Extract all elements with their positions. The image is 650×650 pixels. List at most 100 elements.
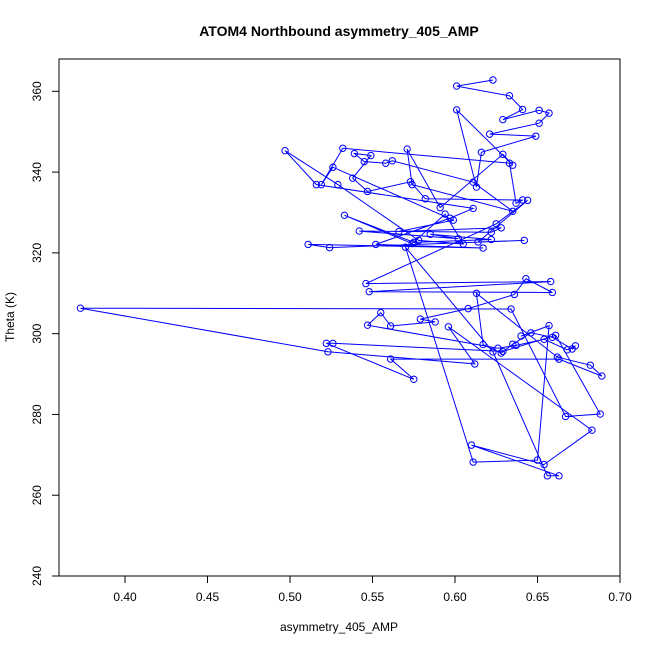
x-tick-label: 0.70 [608, 590, 632, 604]
data-point [520, 236, 528, 245]
data-point [431, 318, 439, 326]
data-point [317, 180, 326, 189]
data-layer [76, 76, 606, 480]
data-point [598, 372, 606, 380]
data-point [507, 305, 515, 313]
data-point [395, 227, 403, 236]
data-point [588, 426, 596, 434]
data-point [362, 279, 370, 288]
data-point [479, 340, 487, 349]
data-point [340, 211, 349, 220]
data-point [477, 148, 486, 157]
data-point [329, 163, 337, 171]
data-point [533, 456, 542, 464]
data-point [386, 355, 395, 363]
data-point [312, 180, 321, 189]
data-point [517, 332, 525, 340]
data-point [76, 304, 85, 312]
data-point [551, 331, 560, 339]
data-point [329, 339, 337, 348]
data-point [561, 412, 570, 421]
data-point [547, 277, 555, 286]
x-axis-label: asymmetry_405_AMP [280, 620, 398, 634]
series-line [80, 79, 603, 477]
data-point [408, 239, 416, 248]
data-point [363, 187, 372, 196]
data-point [325, 243, 334, 252]
data-point [410, 375, 418, 383]
data-point [377, 308, 385, 317]
data-point [489, 76, 497, 84]
data-point [548, 288, 557, 297]
data-point [452, 82, 461, 90]
data-point [527, 329, 535, 337]
data-point [350, 149, 359, 158]
data-point [505, 159, 514, 167]
data-point [339, 144, 347, 152]
data-point [586, 361, 594, 369]
data-point [426, 230, 434, 238]
data-point [452, 106, 461, 114]
data-point [499, 115, 507, 124]
data-point [545, 321, 553, 330]
data-point [360, 157, 368, 166]
data-point [324, 348, 332, 356]
data-point [469, 178, 477, 186]
data-point [416, 315, 425, 323]
data-point [553, 353, 561, 361]
data-point [512, 199, 520, 207]
data-point [555, 472, 563, 480]
x-axis: 0.40 0.45 0.50 0.55 0.60 0.65 0.70 [113, 575, 632, 604]
data-point [446, 214, 454, 222]
y-axis: 240 260 280 300 320 340 360 [30, 81, 60, 586]
data-point [349, 174, 357, 182]
data-point [403, 145, 411, 153]
data-point [555, 355, 563, 363]
data-point [441, 210, 449, 218]
y-tick-label: 300 [30, 323, 44, 343]
data-point [510, 290, 519, 299]
data-point [518, 196, 527, 204]
chart-title: ATOM4 Northbound asymmetry_405_AMP [199, 23, 479, 39]
data-point [596, 410, 604, 418]
data-point [454, 235, 462, 243]
data-point [532, 132, 540, 140]
data-point [487, 235, 495, 244]
data-point [518, 105, 527, 114]
data-point [388, 157, 396, 165]
data-point [363, 321, 372, 329]
data-point [485, 130, 494, 138]
data-point [540, 335, 548, 344]
y-tick-label: 260 [30, 485, 44, 505]
data-point [464, 304, 472, 313]
data-point [410, 238, 418, 247]
data-point [512, 341, 520, 350]
y-tick-label: 280 [30, 404, 44, 424]
x-tick-label: 0.50 [278, 590, 302, 604]
data-point [563, 346, 571, 354]
data-point [401, 243, 410, 251]
data-point [489, 348, 497, 356]
data-point [436, 203, 444, 212]
data-point [497, 349, 505, 357]
data-point [355, 227, 363, 235]
data-point [499, 347, 507, 356]
data-point [281, 146, 289, 155]
x-tick-label: 0.55 [361, 590, 385, 604]
data-point [474, 238, 482, 246]
data-point [304, 240, 312, 249]
data-point [568, 345, 576, 353]
y-tick-label: 240 [30, 566, 44, 586]
data-point [367, 151, 375, 160]
y-tick-label: 340 [30, 162, 44, 182]
x-tick-label: 0.60 [443, 590, 467, 604]
x-tick-label: 0.40 [113, 590, 137, 604]
data-point [471, 360, 479, 368]
y-tick-label: 360 [30, 81, 44, 101]
data-point [509, 207, 517, 215]
y-axis-label: Theta (K) [3, 292, 17, 342]
data-point [543, 472, 552, 480]
data-point [497, 224, 505, 232]
data-point [467, 441, 476, 449]
